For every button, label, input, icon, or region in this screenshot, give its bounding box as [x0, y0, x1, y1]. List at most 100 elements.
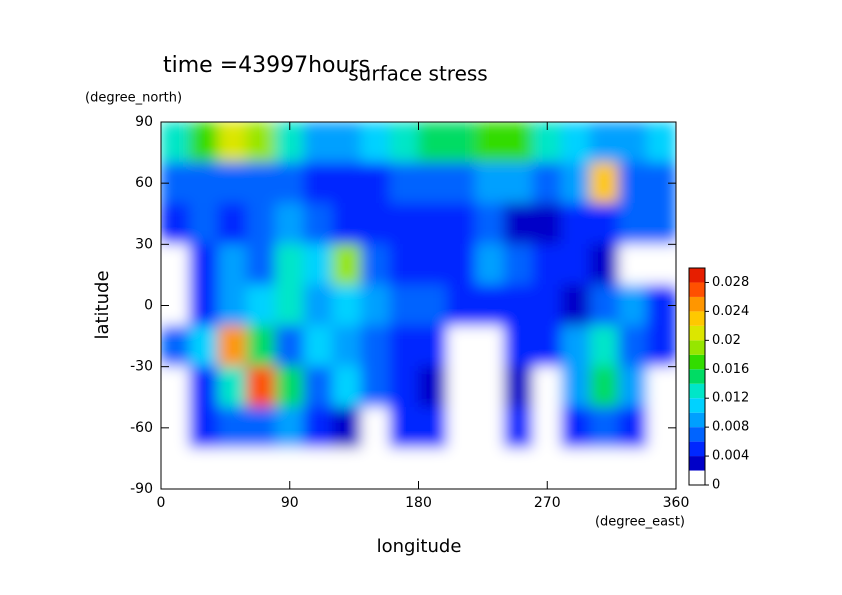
field-cell: [561, 122, 591, 164]
field-cell: [332, 284, 362, 327]
y-tick-label: -90: [130, 481, 153, 497]
y-axis-label: latitude: [92, 270, 113, 339]
field-cell: [217, 284, 248, 327]
field-cell: [561, 243, 591, 286]
colorbar-tick-label: 0.028: [712, 275, 749, 290]
field-cell: [246, 203, 276, 245]
field-cell: [561, 447, 591, 489]
field-cell: [303, 203, 334, 245]
field-cell: [246, 243, 276, 286]
field-cell: [532, 162, 563, 205]
colorbar-tick-label: 0.008: [712, 420, 749, 435]
field-cell: [303, 366, 334, 408]
field-cell: [503, 122, 534, 164]
colorbar-bin: [689, 383, 705, 399]
field-cell: [389, 406, 419, 449]
field-cell: [274, 284, 305, 327]
field-cell: [561, 162, 591, 205]
field-cell: [360, 447, 391, 489]
field-cell: [189, 447, 219, 489]
field-cell: [475, 447, 505, 489]
field-cell: [589, 325, 620, 368]
field-cell: [246, 447, 276, 489]
field-cell: [303, 243, 334, 286]
field-cell: [618, 284, 648, 327]
field-cell: [446, 162, 477, 205]
colorbar-bin: [689, 398, 705, 413]
field-cell: [561, 284, 591, 327]
field-cell: [217, 366, 248, 408]
field-cell: [503, 325, 534, 368]
field-cell: [503, 162, 534, 205]
field-cell: [418, 325, 448, 368]
field-cell: [418, 243, 448, 286]
field-cell: [561, 325, 591, 368]
field-cell: [589, 406, 620, 449]
field-cell: [189, 122, 219, 164]
field-cell: [389, 366, 419, 408]
colorbar-bin: [689, 340, 705, 355]
field-cell: [646, 122, 676, 164]
field-cell: [360, 243, 391, 286]
field-cell: [503, 406, 534, 449]
field-cell: [446, 447, 477, 489]
colorbar-bin: [689, 354, 705, 370]
field-cell: [389, 243, 419, 286]
field-cell: [532, 203, 563, 245]
field-cell: [189, 243, 219, 286]
field-cell: [246, 366, 276, 408]
field-cell: [475, 243, 505, 286]
x-tick-label: 0: [157, 495, 166, 511]
field-cell: [646, 447, 676, 489]
field-cell: [418, 122, 448, 164]
field-cell: [217, 122, 248, 164]
field-cell: [618, 325, 648, 368]
field-cell: [446, 122, 477, 164]
field-cell: [360, 122, 391, 164]
contour-field: [161, 122, 676, 489]
field-cell: [503, 243, 534, 286]
field-cell: [332, 447, 362, 489]
field-cell: [618, 406, 648, 449]
colorbar-bin: [689, 296, 705, 312]
field-cell: [274, 162, 305, 205]
field-cell: [532, 284, 563, 327]
field-cell: [503, 284, 534, 327]
field-cell: [389, 325, 419, 368]
y-tick-label: -60: [130, 420, 153, 436]
field-cell: [189, 406, 219, 449]
y-tick-label: -30: [130, 359, 153, 375]
field-cell: [589, 203, 620, 245]
y-tick-label: 60: [135, 175, 153, 191]
field-cell: [446, 203, 477, 245]
field-cell: [446, 406, 477, 449]
field-cell: [589, 162, 620, 205]
colorbar-bin: [689, 311, 705, 326]
field-cell: [618, 366, 648, 408]
field-cell: [161, 122, 191, 164]
colorbar-bin: [689, 456, 705, 471]
field-cell: [618, 122, 648, 164]
field-cell: [189, 284, 219, 327]
field-cell: [503, 447, 534, 489]
colorbar-bin: [689, 470, 705, 485]
chart-title: surface stress: [348, 62, 487, 86]
field-cell: [532, 243, 563, 286]
field-cell: [389, 203, 419, 245]
field-cell: [217, 243, 248, 286]
field-cell: [217, 447, 248, 489]
colorbar-frame: [688, 267, 706, 486]
field-cell: [618, 243, 648, 286]
subtitle: time =43997hours: [163, 53, 370, 78]
field-cell: [189, 366, 219, 408]
field-cell: [360, 366, 391, 408]
field-cell: [589, 447, 620, 489]
field-cell: [246, 162, 276, 205]
field-cell: [646, 243, 676, 286]
field-cell: [589, 284, 620, 327]
field-cell: [189, 162, 219, 205]
field-cell: [475, 162, 505, 205]
field-cell: [389, 162, 419, 205]
field-cell: [618, 203, 648, 245]
field-cell: [532, 406, 563, 449]
